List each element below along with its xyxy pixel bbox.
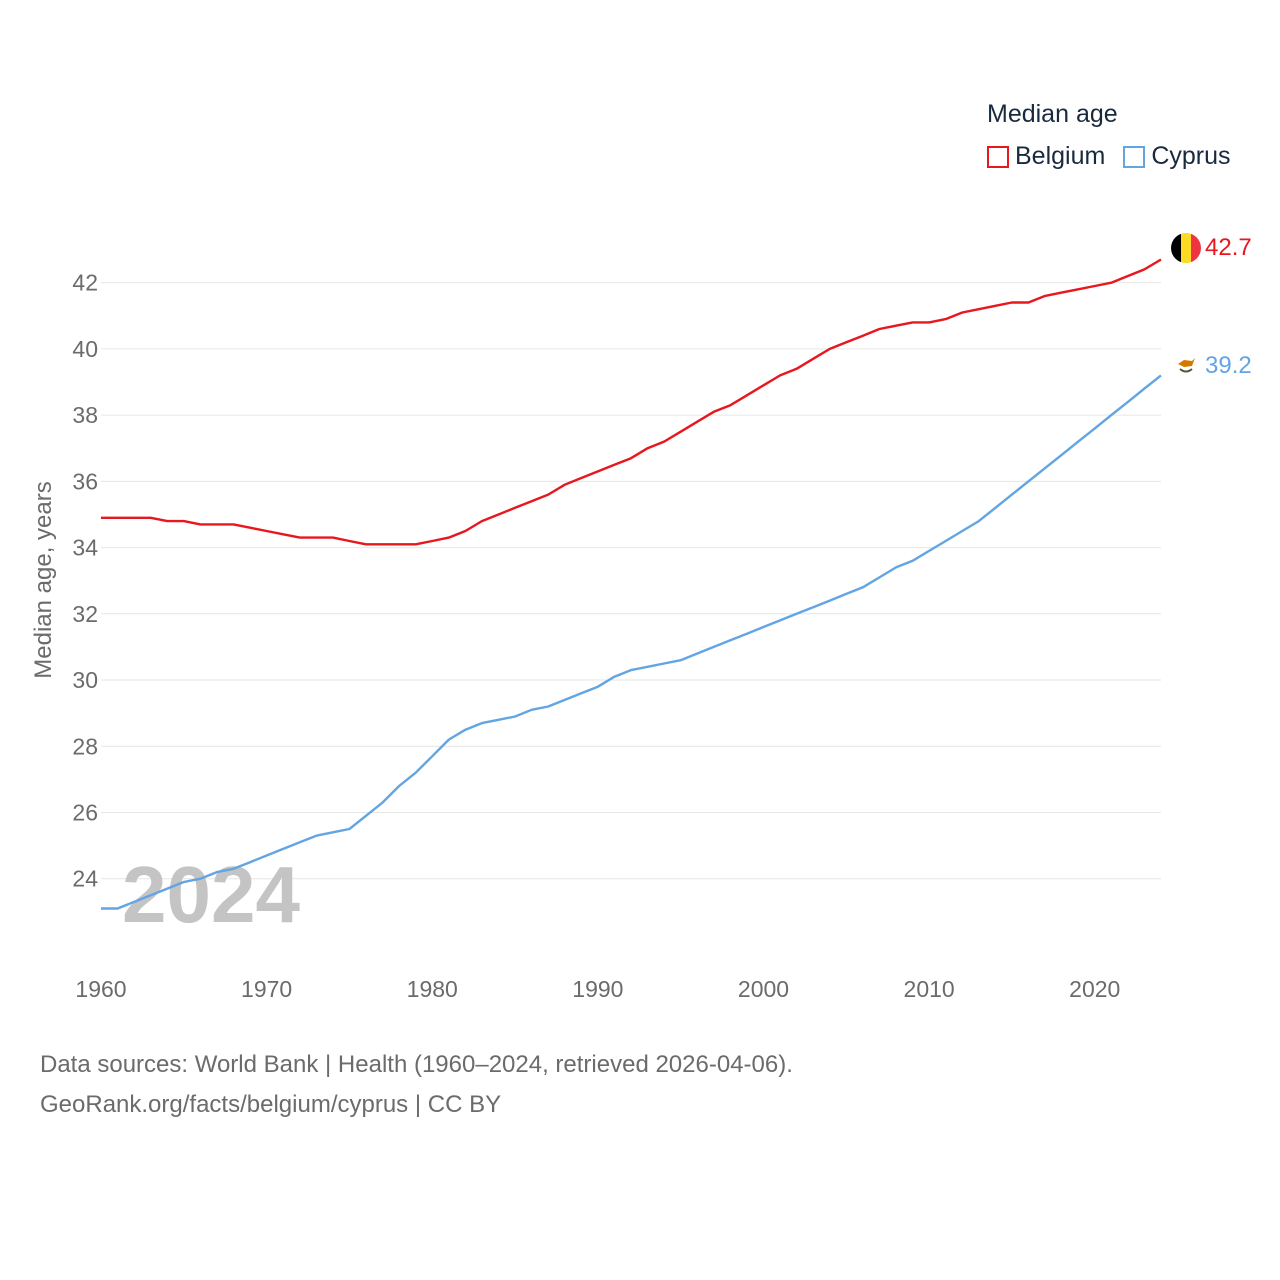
y-axis-ticks: 24 26 28 30 32 34 36 38 40 42 (72, 270, 98, 892)
belgium-end-label: 42.7 (1205, 234, 1252, 261)
y-tick-label: 28 (72, 733, 98, 759)
legend-item-belgium[interactable]: Belgium (987, 142, 1105, 171)
y-tick-label: 26 (72, 799, 98, 825)
x-tick-label: 2020 (1069, 976, 1120, 1002)
y-tick-label: 38 (72, 402, 98, 428)
series-line-belgium[interactable] (101, 258, 1162, 546)
cyprus-flag-icon (1171, 351, 1201, 381)
cyprus-end-label: 39.2 (1205, 352, 1252, 379)
year-watermark: 2024 (122, 850, 300, 939)
series-line-cyprus[interactable] (101, 374, 1162, 910)
series-lines (101, 258, 1162, 910)
grid-lines (101, 282, 1161, 880)
x-tick-label: 2000 (738, 976, 789, 1002)
y-tick-label: 34 (72, 535, 98, 561)
legend-label-cyprus: Cyprus (1151, 142, 1231, 170)
sources-line-1: Data sources: World Bank | Health (1960–… (40, 1051, 793, 1078)
sources-line-2[interactable]: GeoRank.org/facts/belgium/cyprus | CC BY (40, 1091, 502, 1118)
y-tick-label: 32 (72, 601, 98, 627)
data-sources: Data sources: World Bank | Health (1960–… (40, 1045, 793, 1125)
legend-item-cyprus[interactable]: Cyprus (1123, 142, 1231, 171)
x-tick-label: 1960 (75, 976, 126, 1002)
y-tick-label: 24 (72, 866, 98, 892)
x-tick-label: 2010 (904, 976, 955, 1002)
y-axis-label: Median age, years (30, 481, 57, 678)
x-tick-label: 1980 (407, 976, 458, 1002)
y-tick-label: 36 (72, 468, 98, 494)
x-axis-ticks: 1960 1970 1980 1990 2000 2010 2020 (75, 976, 1120, 1002)
belgium-flag-icon (1171, 233, 1201, 263)
legend-title: Median age (987, 100, 1118, 128)
legend-swatch-cyprus (1123, 145, 1146, 168)
legend-swatch-belgium (987, 145, 1009, 168)
x-tick-label: 1970 (241, 976, 292, 1002)
x-tick-label: 1990 (572, 976, 623, 1002)
y-tick-label: 40 (72, 336, 98, 362)
legend: Belgium Cyprus (987, 142, 1249, 171)
y-tick-label: 30 (72, 667, 98, 693)
y-tick-label: 42 (72, 270, 98, 296)
legend-label-belgium: Belgium (1015, 142, 1106, 170)
